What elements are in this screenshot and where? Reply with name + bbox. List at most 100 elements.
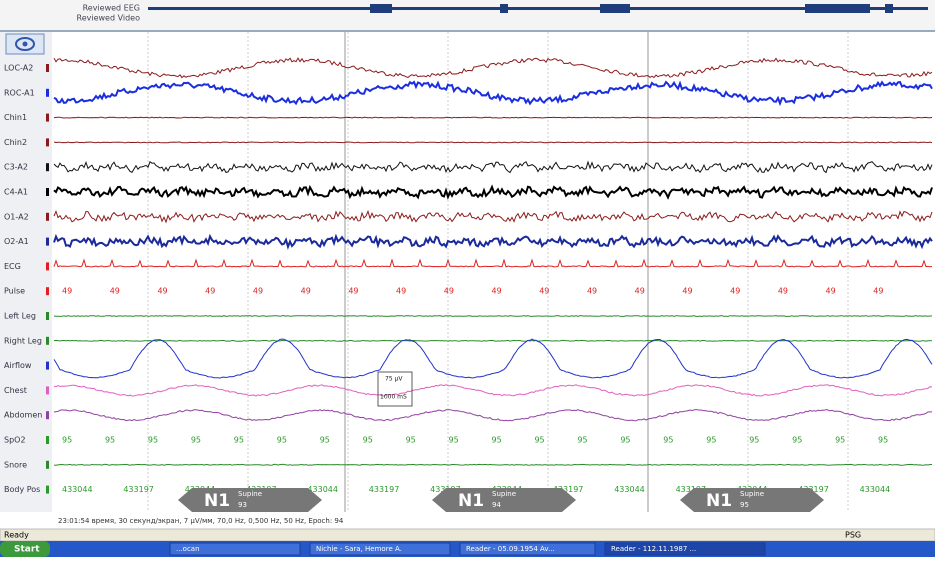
channel-marker <box>46 163 49 172</box>
review-label: Reviewed Video <box>77 14 141 23</box>
trace <box>53 116 933 119</box>
scale-frame <box>377 371 413 407</box>
channel-marker <box>46 361 49 370</box>
status-ready: Ready <box>4 531 29 540</box>
epoch-stage: N1 <box>706 491 732 511</box>
trace <box>53 209 933 224</box>
task-button[interactable] <box>169 542 301 556</box>
epoch-arrow[interactable] <box>680 488 824 512</box>
review-block <box>500 4 508 13</box>
trace <box>53 315 932 317</box>
trace <box>53 338 933 379</box>
channel-label: C4-A1 <box>4 188 28 197</box>
channel-value: 95 <box>105 436 115 445</box>
trace <box>53 141 933 144</box>
status-mode: PSG <box>845 531 861 540</box>
trace <box>53 57 933 79</box>
channel-label: SpO2 <box>4 436 26 445</box>
review-block <box>600 4 630 13</box>
task-items: ...ocan Nichie - Sara, Hemore A. Reader - … <box>169 542 766 556</box>
channel-value: 433044 <box>614 485 645 494</box>
channel-value: 95 <box>620 436 630 445</box>
channel-value: 95 <box>663 436 673 445</box>
channel-label: Right Leg <box>4 336 42 345</box>
channel-value: 95 <box>363 436 373 445</box>
channel-label: ECG <box>4 262 21 271</box>
review-block <box>805 4 870 13</box>
channel-value: 49 <box>301 287 311 296</box>
channel-marker <box>46 88 49 97</box>
channel-value: 433197 <box>798 485 829 494</box>
trace <box>53 258 933 268</box>
channel-marker <box>46 262 49 271</box>
review-track <box>148 7 928 10</box>
channel-marker <box>46 312 49 320</box>
scale-box: 75 µV 1000 mS <box>377 371 413 407</box>
channel-value: 49 <box>587 287 597 296</box>
channel-value: 433197 <box>369 485 400 494</box>
channel-value: 95 <box>749 436 759 445</box>
epoch-position: Supine <box>740 490 764 498</box>
task-button[interactable] <box>309 542 451 556</box>
start-label: Start <box>14 545 40 555</box>
channel-marker <box>46 64 49 72</box>
channel-value: 49 <box>682 287 692 296</box>
task-button[interactable] <box>459 542 596 556</box>
channel-value: 49 <box>253 287 263 296</box>
channel-label: C3-A2 <box>4 163 28 172</box>
channel-value: 49 <box>730 287 740 296</box>
trace <box>53 463 932 466</box>
task-button[interactable] <box>604 542 766 556</box>
trace <box>53 233 933 250</box>
review-block <box>370 4 392 13</box>
epoch-arrow[interactable] <box>178 488 322 512</box>
channel-value: 433044 <box>62 485 93 494</box>
start-button[interactable] <box>0 541 50 557</box>
channel-value: 95 <box>62 436 72 445</box>
channel-label: O2-A1 <box>4 237 29 246</box>
channel-value: 433197 <box>676 485 707 494</box>
epoch-stage: N1 <box>204 491 230 511</box>
channel-label: Pulse <box>4 287 25 296</box>
channel-marker <box>46 237 49 246</box>
channel-value: 95 <box>706 436 716 445</box>
channel-marker <box>46 386 49 395</box>
channel-value: 95 <box>148 436 158 445</box>
channel-marker <box>46 436 49 444</box>
channel-value: 49 <box>826 287 836 296</box>
channel-label: Chin1 <box>4 113 27 122</box>
label-column <box>0 32 52 512</box>
trace <box>53 408 932 422</box>
channel-value: 95 <box>406 436 416 445</box>
grid <box>147 32 849 512</box>
channel-value: 95 <box>492 436 502 445</box>
channel-value: 49 <box>539 287 549 296</box>
trace <box>53 339 933 342</box>
channel-value: 433044 <box>307 485 338 494</box>
channel-marker <box>46 460 49 469</box>
channel-labels: LOC-A2 ROC-A1 Chin1 Chin2 C3-A2 C4-A1 O1-A2 O2-… <box>4 64 49 494</box>
channel-marker <box>46 212 49 221</box>
review-block <box>885 4 893 13</box>
trace <box>53 160 933 174</box>
channel-value: 95 <box>277 436 287 445</box>
channel-value: 95 <box>792 436 802 445</box>
channel-label: Airflow <box>4 361 32 370</box>
epoch-number: 94 <box>492 501 501 509</box>
channel-value: 49 <box>348 287 358 296</box>
trace <box>53 384 933 397</box>
channel-value: 49 <box>492 287 502 296</box>
epoch-number: 95 <box>740 501 749 509</box>
channel-value: 95 <box>878 436 888 445</box>
channel-marker <box>46 138 49 147</box>
channel-label: Chin2 <box>4 138 27 147</box>
trace <box>53 184 933 200</box>
channel-value: 49 <box>873 287 883 296</box>
channel-value: 95 <box>449 436 459 445</box>
review-label: Reviewed EEG <box>83 4 140 13</box>
channel-label: Left Leg <box>4 312 36 321</box>
channel-label: Snore <box>4 460 27 469</box>
task-label: ...ocan <box>176 545 200 553</box>
epoch-arrow[interactable] <box>432 488 576 512</box>
